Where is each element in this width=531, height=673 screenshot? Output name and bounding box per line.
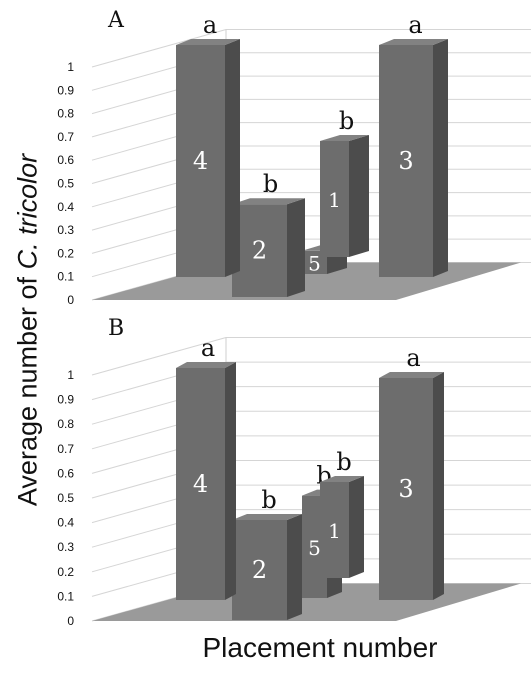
bar-top-4 xyxy=(176,39,240,45)
y-tick-label: 0.6 xyxy=(57,466,74,480)
y-tick-label: 0.4 xyxy=(57,516,74,530)
bar-front-3 xyxy=(379,378,433,600)
bar-category-label: 1 xyxy=(328,519,341,543)
y-tick-label: 0 xyxy=(67,293,74,307)
panel-label: A xyxy=(107,8,125,33)
bar-side-4 xyxy=(225,362,236,600)
y-tick-label: 0.2 xyxy=(57,246,74,260)
bar-category-label: 4 xyxy=(193,147,208,175)
y-tick-label: 0.3 xyxy=(57,223,74,237)
bar-front-2 xyxy=(232,204,287,297)
panel-label: B xyxy=(108,316,124,341)
significance-letter: b xyxy=(339,107,354,135)
bar-top-3 xyxy=(379,39,448,45)
bar-side-3 xyxy=(433,39,448,277)
bar-side-4 xyxy=(225,39,240,277)
significance-letter: a xyxy=(408,11,422,39)
y-tick-label: 0.2 xyxy=(57,565,74,579)
bar-side-1 xyxy=(349,135,369,257)
bar-top-3 xyxy=(379,372,444,378)
bar-top-2 xyxy=(232,514,302,520)
y-tick-label: 1 xyxy=(67,60,74,74)
y-tick-label: 0.9 xyxy=(57,83,74,97)
bar-category-label: 2 xyxy=(252,237,267,265)
y-tick-label: 0.4 xyxy=(57,200,74,214)
significance-letter: a xyxy=(203,11,217,39)
y-tick-label: 0.8 xyxy=(57,417,74,431)
significance-letter: a xyxy=(201,334,215,362)
chart-panel-a: 00.10.20.30.40.50.60.70.80.91A5c1b2b4a3a xyxy=(57,8,531,307)
y-tick-label: 0.1 xyxy=(57,270,74,284)
bar-front-4 xyxy=(176,368,225,600)
y-tick-label: 0.9 xyxy=(57,393,74,407)
y-tick-label: 0.1 xyxy=(57,589,74,603)
x-axis-label: Placement number xyxy=(202,632,438,663)
bar-category-label: 1 xyxy=(328,188,341,212)
bar-top-1 xyxy=(320,476,364,482)
bar-category-label: 5 xyxy=(308,536,321,560)
y-tick-label: 0 xyxy=(67,614,74,628)
bar-top-2 xyxy=(232,198,305,205)
bar-category-label: 4 xyxy=(193,470,208,498)
y-tick-label: 0.3 xyxy=(57,540,74,554)
bar-category-label: 2 xyxy=(252,556,267,584)
y-tick-label: 0.6 xyxy=(57,153,74,167)
significance-letter: b xyxy=(263,170,278,198)
bar-front-1 xyxy=(320,482,349,578)
significance-letter: b xyxy=(336,448,351,476)
significance-letter: a xyxy=(406,344,420,372)
grid-line-diag xyxy=(91,336,227,376)
y-tick-label: 1 xyxy=(67,368,74,382)
bar-category-label: 5 xyxy=(308,251,321,275)
bar-side-2 xyxy=(287,198,305,297)
bar-side-1 xyxy=(349,476,364,578)
bar-category-label: 3 xyxy=(398,475,413,503)
significance-letter: b xyxy=(261,486,276,514)
bar-front-1 xyxy=(320,141,349,257)
y-tick-label: 0.7 xyxy=(57,442,74,456)
bar-side-3 xyxy=(433,372,444,600)
y-tick-label: 0.5 xyxy=(57,491,74,505)
bar-front-2 xyxy=(232,520,287,620)
y-tick-label: 0.8 xyxy=(57,107,74,121)
y-tick-label: 0.5 xyxy=(57,177,74,191)
y-tick-label: 0.7 xyxy=(57,130,74,144)
grid-line-diag xyxy=(91,28,227,68)
bar-front-4 xyxy=(176,45,225,277)
bar-side-2 xyxy=(287,514,302,620)
bar-top-1 xyxy=(320,135,369,141)
bar-category-label: 3 xyxy=(398,147,413,175)
bar-top-4 xyxy=(176,362,236,368)
bar-front-3 xyxy=(379,45,433,277)
